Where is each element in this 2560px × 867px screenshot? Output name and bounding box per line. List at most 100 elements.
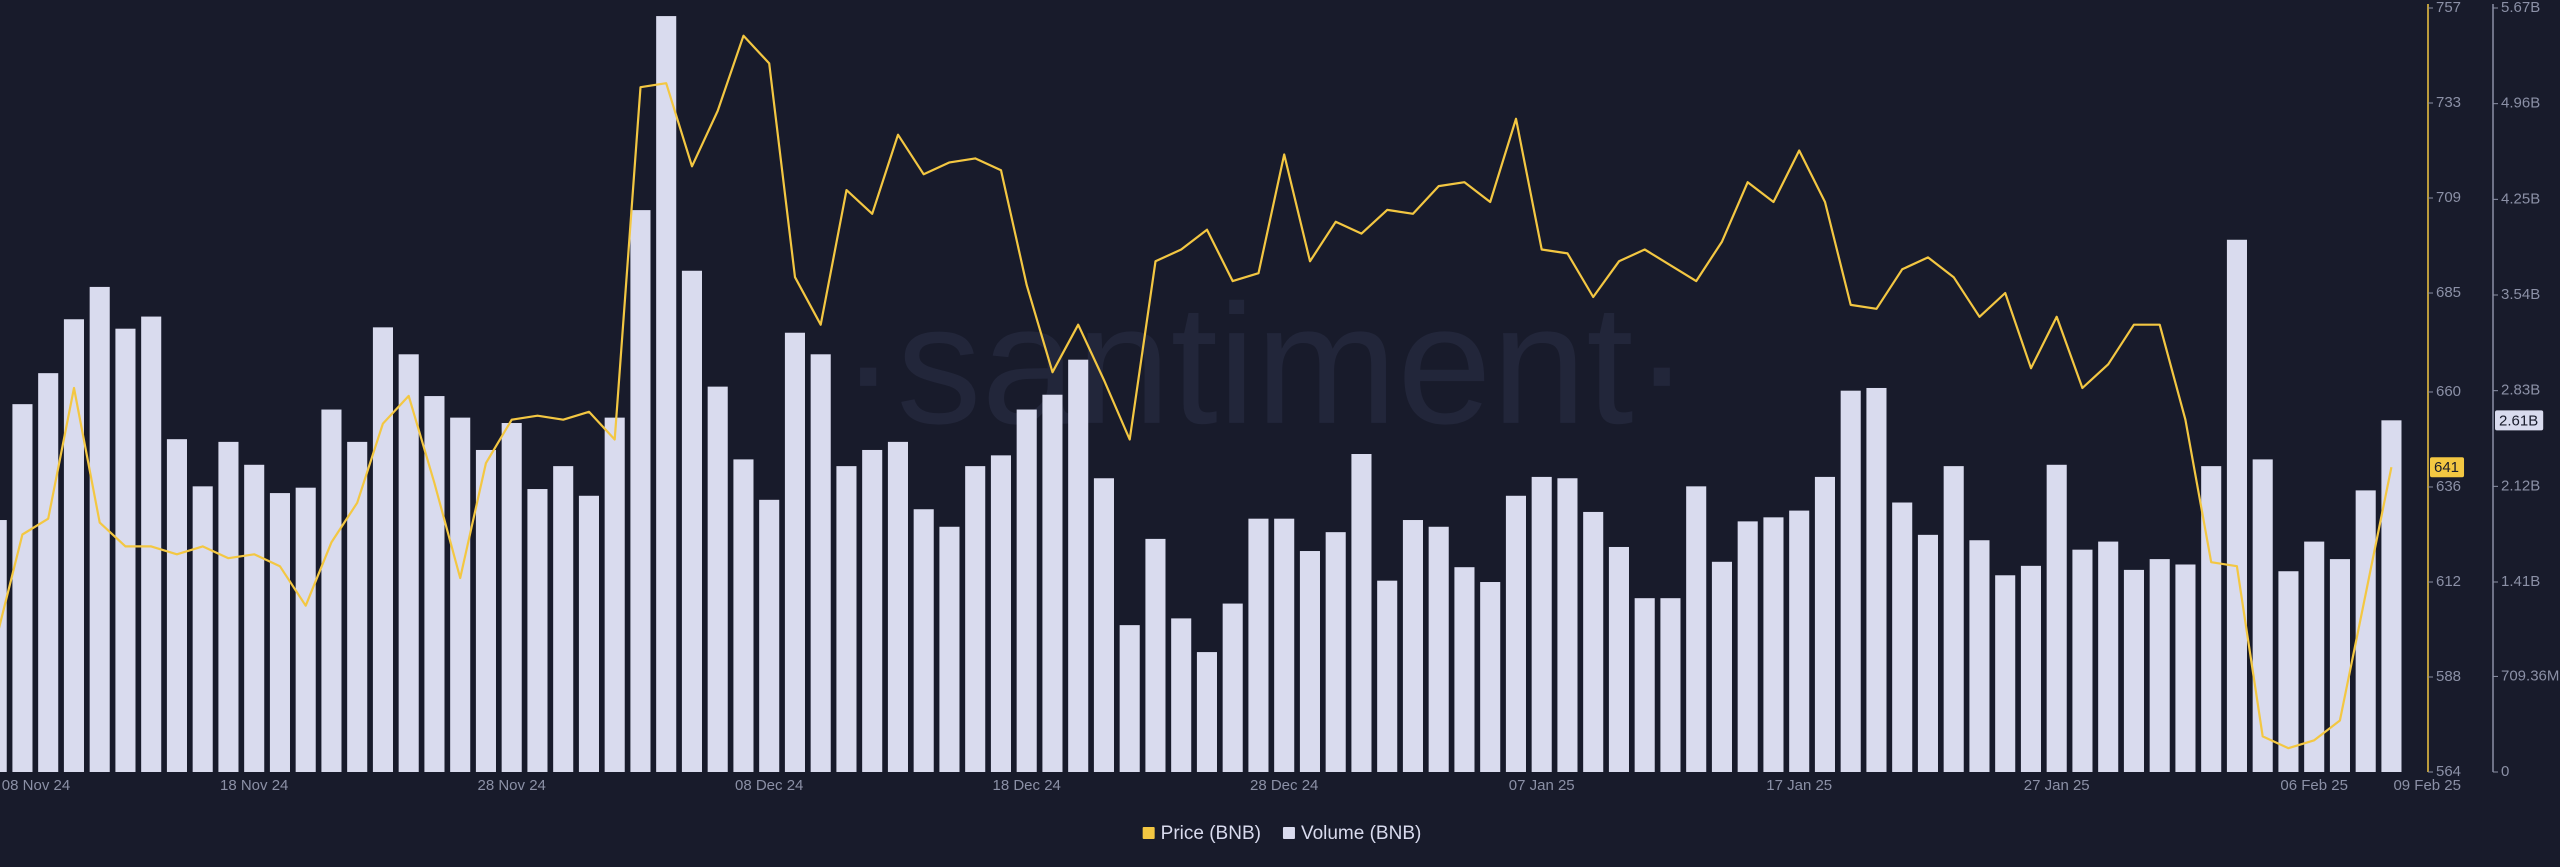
volume-bar bbox=[347, 441, 368, 772]
volume-bar bbox=[965, 466, 986, 772]
volume-bar bbox=[1943, 466, 1964, 772]
volume-bar bbox=[1711, 561, 1732, 772]
volume-bar bbox=[990, 455, 1011, 772]
volume-bar bbox=[887, 441, 908, 772]
legend-swatch bbox=[1282, 827, 1295, 839]
volume-bar bbox=[192, 486, 213, 772]
volume-bar bbox=[836, 466, 857, 772]
y2-tick-label: 636 bbox=[2436, 478, 2461, 495]
volume-bar bbox=[63, 319, 84, 772]
volume-bar bbox=[578, 495, 599, 772]
volume-bar bbox=[1892, 502, 1913, 772]
volume-bar bbox=[475, 449, 496, 772]
volume-bar bbox=[269, 493, 290, 772]
volume-bar bbox=[784, 332, 805, 772]
volume-bar bbox=[2252, 459, 2273, 772]
volume-bar bbox=[1634, 598, 1655, 772]
volume-bar bbox=[1866, 387, 1887, 772]
volume-bar bbox=[2098, 541, 2119, 772]
volume-bar bbox=[810, 354, 831, 772]
volume-bar bbox=[1608, 546, 1629, 772]
volume-bar bbox=[630, 210, 651, 773]
volume-bar bbox=[1145, 538, 1166, 772]
volume-bar bbox=[1531, 476, 1552, 772]
volume-bar bbox=[321, 409, 342, 772]
volume-bar bbox=[1274, 518, 1295, 772]
x-tick-label: 28 Dec 24 bbox=[1250, 777, 1318, 794]
volume-bar bbox=[424, 396, 445, 772]
volume-bar bbox=[2072, 549, 2093, 772]
x-tick-label: 18 Nov 24 bbox=[220, 777, 288, 794]
x-tick-label: 17 Jan 25 bbox=[1766, 777, 1832, 794]
volume-bar bbox=[2355, 490, 2376, 772]
y2-tick-label: 564 bbox=[2436, 763, 2461, 780]
volume-bar bbox=[141, 316, 162, 772]
volume-bar bbox=[115, 328, 136, 772]
y-tick-label: 4.96B bbox=[2501, 95, 2540, 112]
volume-bar bbox=[759, 499, 780, 772]
volume-bar bbox=[2175, 564, 2196, 772]
volume-bar bbox=[656, 16, 677, 772]
volume-bar bbox=[1917, 534, 1938, 772]
y-tick-label: 5.67B bbox=[2501, 0, 2540, 16]
volume-bar bbox=[1222, 603, 1243, 772]
volume-bar bbox=[1583, 511, 1604, 772]
volume-bar bbox=[2329, 559, 2350, 772]
volume-bar bbox=[89, 286, 110, 772]
volume-bar bbox=[12, 404, 33, 772]
volume-bar bbox=[939, 526, 960, 772]
price-line bbox=[0, 34, 2393, 750]
volume-bar bbox=[553, 466, 574, 772]
volume-bar bbox=[218, 441, 239, 772]
y-tick-label: 2.12B bbox=[2501, 477, 2540, 494]
y-tick-label: 1.41B bbox=[2501, 573, 2540, 590]
legend-label: Price (BNB) bbox=[1161, 823, 1261, 844]
volume-bar bbox=[913, 509, 934, 772]
volume-bar bbox=[295, 487, 316, 772]
volume-bar bbox=[1454, 567, 1475, 772]
volume-bar bbox=[372, 327, 393, 772]
volume-bar bbox=[1814, 476, 1835, 772]
y2-tick-label: 660 bbox=[2436, 383, 2461, 400]
volume-bar bbox=[1119, 625, 1140, 772]
volume-bar bbox=[1351, 454, 1372, 772]
x-tick-label: 09 Feb 25 bbox=[2393, 777, 2461, 794]
y2-tick-label: 757 bbox=[2436, 0, 2461, 16]
x-tick-label: 08 Dec 24 bbox=[735, 777, 803, 794]
volume-bar bbox=[244, 464, 265, 772]
y-tick-label: 2.83B bbox=[2501, 382, 2540, 399]
volume-bar bbox=[2201, 466, 2222, 772]
watermark: ·santiment· bbox=[840, 270, 1690, 460]
y-tick-label: 3.54B bbox=[2501, 286, 2540, 303]
volume-bar bbox=[527, 489, 548, 772]
volume-bar bbox=[1377, 580, 1398, 772]
volume-bar bbox=[0, 520, 7, 772]
y2-tick-label: 709 bbox=[2436, 189, 2461, 206]
axis-badge bbox=[2430, 457, 2465, 478]
volume-bar bbox=[862, 449, 883, 772]
x-tick-label: 28 Nov 24 bbox=[478, 777, 546, 794]
volume-bar bbox=[501, 423, 522, 772]
axis-badge-label: 2.61B bbox=[2499, 412, 2538, 429]
volume-bar bbox=[1299, 551, 1320, 772]
volume-bar bbox=[2381, 420, 2402, 772]
volume-bar bbox=[1969, 540, 1990, 772]
volume-bar bbox=[2304, 541, 2325, 772]
y2-tick-label: 685 bbox=[2436, 284, 2461, 301]
volume-bar bbox=[1325, 532, 1346, 772]
volume-bar bbox=[38, 373, 59, 772]
volume-bar bbox=[1480, 582, 1501, 772]
y2-tick-label: 588 bbox=[2436, 668, 2461, 685]
volume-bar bbox=[1016, 409, 1037, 772]
volume-bar bbox=[398, 354, 419, 772]
x-tick-label: 18 Dec 24 bbox=[993, 777, 1061, 794]
legend-label: Volume (BNB) bbox=[1301, 823, 1421, 844]
volume-bar bbox=[1557, 478, 1578, 772]
axis-badge-label: 641 bbox=[2434, 459, 2459, 476]
volume-bar bbox=[733, 459, 754, 772]
x-tick-label: 27 Jan 25 bbox=[2024, 777, 2090, 794]
volume-bar bbox=[1505, 495, 1526, 772]
volume-bar bbox=[1789, 510, 1810, 772]
